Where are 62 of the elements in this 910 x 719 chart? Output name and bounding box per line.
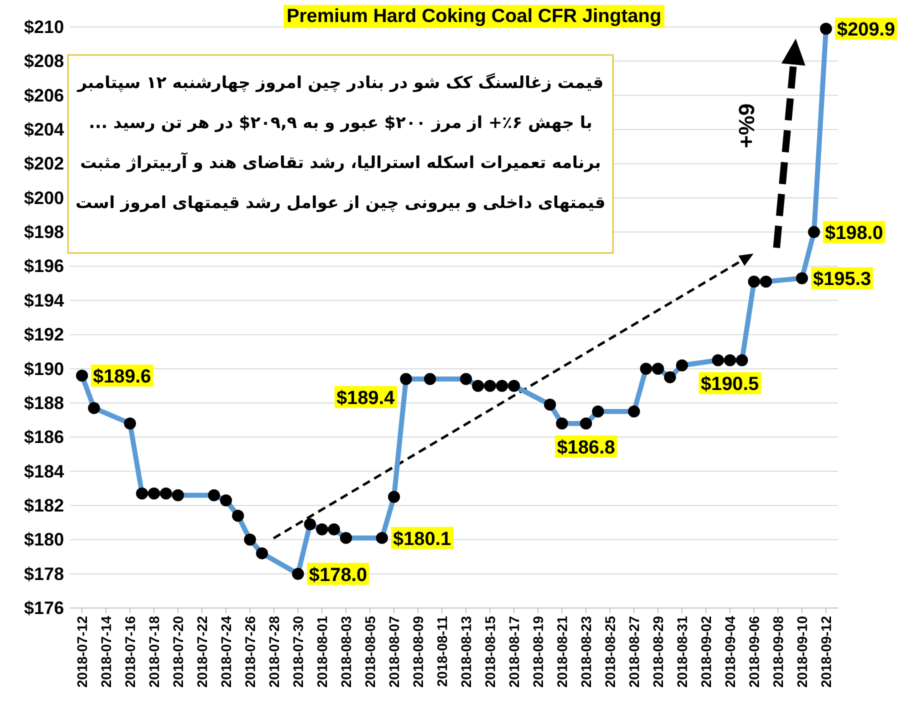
x-tick-label: 2018-07-26: [242, 616, 258, 688]
x-tick-label: 2018-08-01: [314, 616, 330, 688]
y-tick-label: $192: [24, 324, 64, 345]
x-tick-label: 2018-08-31: [674, 616, 690, 688]
x-tick-label: 2018-08-15: [482, 616, 498, 688]
y-tick-label: $178: [24, 564, 64, 584]
x-tick-label: 2018-07-16: [122, 616, 138, 688]
x-tick-label: 2018-08-05: [362, 616, 378, 688]
y-tick-label: $204: [24, 120, 64, 140]
y-tick-label: $184: [24, 461, 64, 482]
data-label: $198.0: [825, 223, 884, 244]
x-tick-label: 2018-08-17: [506, 616, 522, 688]
chart-title: Premium Hard Coking Coal CFR Jingtang: [286, 6, 662, 27]
x-tick-label: 2018-07-12: [74, 616, 90, 688]
x-tick-label: 2018-07-18: [146, 616, 162, 688]
data-label: $180.1: [393, 528, 452, 550]
y-tick-label: $206: [24, 85, 64, 106]
data-label: $189.6: [93, 366, 152, 388]
x-tick-label: 2018-07-30: [290, 616, 306, 688]
y-tick-label: $186: [24, 427, 64, 448]
x-tick-label: 2018-09-08: [770, 616, 786, 688]
data-label: $195.3: [813, 269, 872, 290]
x-tick-label: 2018-08-03: [338, 616, 354, 688]
y-tick-label: $176: [24, 598, 64, 618]
x-tick-label: 2018-08-29: [650, 616, 666, 688]
x-tick-label: 2018-08-13: [458, 616, 474, 688]
x-tick-label: 2018-09-12: [818, 616, 834, 688]
y-tick-label: $196: [24, 256, 64, 276]
x-tick-label: 2018-07-20: [170, 616, 186, 688]
x-tick-label: 2018-07-22: [194, 616, 210, 688]
y-tick-label: $202: [24, 154, 64, 174]
x-tick-label: 2018-08-27: [626, 616, 642, 688]
y-tick-label: $194: [24, 290, 64, 310]
x-tick-label: 2018-07-24: [218, 616, 234, 688]
x-tick-label: 2018-08-07: [386, 616, 402, 688]
y-tick-label: $200: [24, 188, 64, 208]
x-tick-label: 2018-09-02: [698, 616, 714, 688]
data-label: $186.8: [556, 437, 616, 458]
data-label: $209.9: [837, 20, 896, 41]
annotation: 6%+: [734, 103, 760, 148]
x-tick-label: 2018-08-25: [602, 616, 618, 688]
x-tick-label: 2018-09-04: [722, 616, 738, 688]
y-tick-label: $182: [24, 495, 64, 516]
y-tick-label: $180: [24, 530, 64, 550]
x-tick-label: 2018-08-11: [434, 616, 450, 687]
x-tick-label: 2018-07-14: [98, 616, 114, 688]
y-tick-label: $208: [24, 51, 64, 72]
x-tick-label: 2018-08-19: [530, 616, 546, 688]
data-label: $189.4: [336, 388, 395, 410]
x-tick-label: 2018-09-10: [794, 616, 810, 688]
x-tick-label: 2018-08-09: [410, 616, 426, 688]
x-tick-label: 2018-07-28: [266, 616, 282, 688]
x-tick-label: 2018-08-21: [554, 616, 570, 688]
data-label: $178.0: [309, 564, 368, 586]
x-tick-label: 2018-09-06: [746, 616, 762, 688]
y-tick-label: $198: [24, 222, 64, 242]
data-label: $190.5: [700, 374, 760, 396]
y-tick-label: $210: [24, 17, 64, 37]
text: قیمت زغالسنگ کک شو در بنادر چین امروز چهارشنبه ۱۲ سپتامبر با جهش ۶٪+ از مرز ۲۰۰$ عبور و به ۲۰۹,۹$ در هر تن رسید ... برنامه تعمیرات اسکله استرالیا، رشد تقاضای هند و آربیتراژ مثبت قیمتهای داخلی و بیرونی چین از عوامل رشد قیمتهای امروز است: [76, 73, 606, 212]
y-tick-label: $188: [24, 392, 64, 413]
x-tick-label: 2018-08-23: [578, 616, 594, 688]
y-tick-label: $190: [24, 358, 64, 379]
